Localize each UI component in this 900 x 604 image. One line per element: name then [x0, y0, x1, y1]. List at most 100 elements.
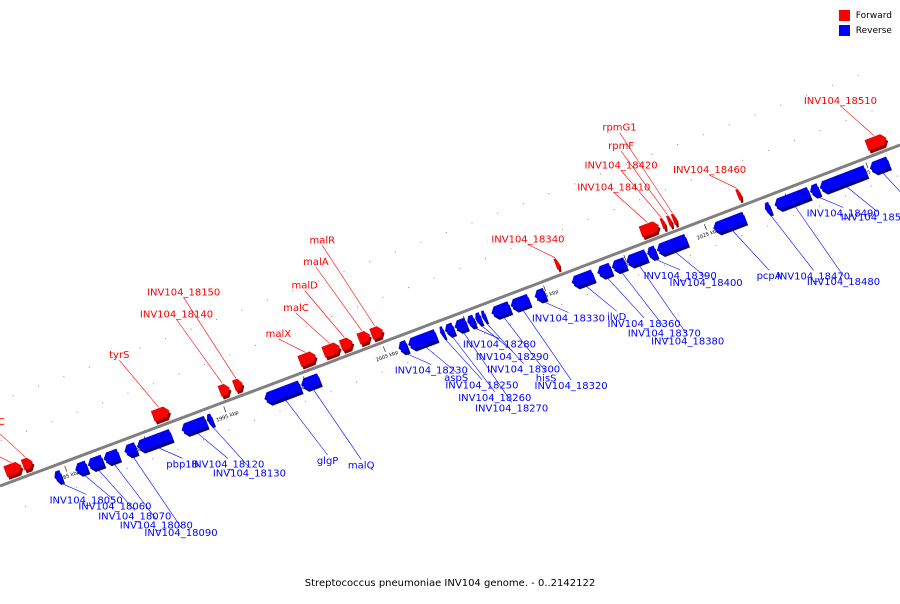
- gene-leader-line: [315, 266, 363, 332]
- gene-leader-line: [619, 132, 673, 214]
- gene-leader-line: [322, 245, 375, 327]
- track-dot-0: [536, 238, 538, 240]
- gene-leader-line: [195, 431, 228, 459]
- track-dot-0: [510, 248, 512, 250]
- track-dot-0: [459, 267, 461, 269]
- track-dot-2: [407, 362, 409, 364]
- track-dot-0: [664, 189, 667, 191]
- gene-arrow: [764, 201, 773, 214]
- gene-INV104_18490: [810, 183, 823, 199]
- gene-leader-line: [541, 300, 569, 313]
- gene-label: INV104_18400: [670, 278, 743, 289]
- tick-label: 2005 kbp: [375, 350, 399, 364]
- genome-axis: [0, 143, 900, 488]
- gene-arrow: [217, 383, 230, 397]
- legend-swatch-forward: [838, 10, 850, 21]
- gene-label: rpmG1: [602, 123, 636, 134]
- gene-INV104_18120: [181, 415, 210, 437]
- gene-INV104_18460: [735, 188, 744, 204]
- gene-arrow: [534, 287, 547, 301]
- gene-leader-line: [881, 171, 900, 192]
- gene-INV104_18510: [864, 134, 889, 154]
- track-dot-2: [509, 323, 511, 325]
- track-dot-2: [689, 254, 692, 256]
- gene-label: tyrS: [109, 350, 129, 361]
- gene-leader-line: [211, 425, 250, 468]
- gene-INV104_18150: [232, 378, 245, 395]
- gene-arrow: [20, 457, 33, 471]
- track-dot-0: [793, 140, 796, 142]
- gene-INV104_18470: [764, 201, 774, 217]
- gene-INV104_18330: [534, 287, 549, 304]
- tick-mark: [543, 285, 546, 292]
- gene-leader-line: [638, 264, 688, 336]
- tick-mark: [865, 162, 869, 169]
- gene-label: INV104_18480: [807, 277, 880, 288]
- gene-arrow: [181, 415, 208, 435]
- gene-label: INV104_18070: [98, 511, 171, 522]
- track-dot-2: [304, 400, 307, 402]
- gene-malQ: [301, 373, 323, 392]
- track-dot-2: [561, 303, 563, 305]
- gene-label: malQ: [348, 460, 375, 471]
- track-dot-0: [51, 421, 53, 423]
- track-dot-0: [254, 344, 256, 346]
- gene-arrow: [87, 454, 105, 470]
- track-dot-2: [638, 274, 640, 276]
- gene-label: INV104_18080: [120, 520, 193, 531]
- gene-label: INV104_18490: [807, 209, 880, 220]
- track-dot-1: [63, 376, 65, 378]
- gene-arrow: [553, 258, 560, 270]
- gene-label: pcpA: [757, 271, 782, 282]
- gene-arrow: [103, 448, 121, 464]
- gene-leader-line: [840, 105, 875, 136]
- gene-arrow: [869, 156, 891, 173]
- gene-leader-line: [176, 319, 223, 384]
- gene-leader-line: [156, 446, 183, 459]
- track-dot-0: [742, 159, 744, 161]
- gene-hisS: [491, 301, 514, 320]
- gene-arrow: [301, 373, 322, 390]
- gene-label: INV104_18270: [475, 404, 548, 415]
- legend-label-reverse: Reverse: [855, 25, 892, 36]
- gene-label: INV104_18250: [445, 381, 518, 392]
- track-dot-1: [12, 395, 14, 397]
- gene-INV104_18480: [774, 186, 813, 212]
- gene-label: malD: [292, 281, 319, 292]
- gene-leader-line: [284, 398, 328, 456]
- track-dot-0: [587, 218, 589, 220]
- gene-INV104_18290: [475, 312, 485, 327]
- gene-arrow: [647, 245, 658, 259]
- gene-label: INV104_18230: [395, 366, 468, 377]
- legend-item-reverse: Reverse: [838, 23, 892, 38]
- gene-label: INV104_18120: [191, 459, 264, 470]
- gene-arrow: [774, 186, 811, 210]
- gene-INV104_18360: [597, 262, 615, 280]
- gene-label: INV104_18300: [487, 365, 560, 376]
- gene-label: INV104_18290: [476, 352, 549, 363]
- gene-leader-line: [613, 192, 648, 223]
- track-dot-2: [177, 448, 179, 450]
- track-dot-2: [202, 439, 205, 441]
- legend-label-forward: Forward: [855, 10, 892, 21]
- gene-arrow: [454, 317, 469, 332]
- track-dot-1: [754, 114, 756, 116]
- gene-arrow: [356, 330, 371, 345]
- gene-leader-line: [444, 337, 483, 380]
- gene-tyrS: [150, 406, 171, 425]
- gene-INV104_18320: [510, 293, 533, 313]
- gene-INV104_18500: [819, 165, 870, 195]
- gene-leader-line: [620, 271, 665, 328]
- track-dot-0: [102, 402, 104, 404]
- track-dot-0: [305, 325, 307, 327]
- legend-swatch-reverse: [838, 25, 850, 36]
- gene-arrow: [475, 312, 483, 325]
- track-dot-2: [484, 333, 486, 335]
- gene-leader-line: [620, 151, 668, 215]
- tick-mark: [704, 224, 707, 231]
- gene-INV104_18270: [454, 317, 470, 334]
- tick-mark: [623, 254, 627, 261]
- gene-leader-line: [844, 185, 878, 212]
- gene-label: INV104_18410: [577, 183, 650, 194]
- track-dot-2: [458, 342, 460, 344]
